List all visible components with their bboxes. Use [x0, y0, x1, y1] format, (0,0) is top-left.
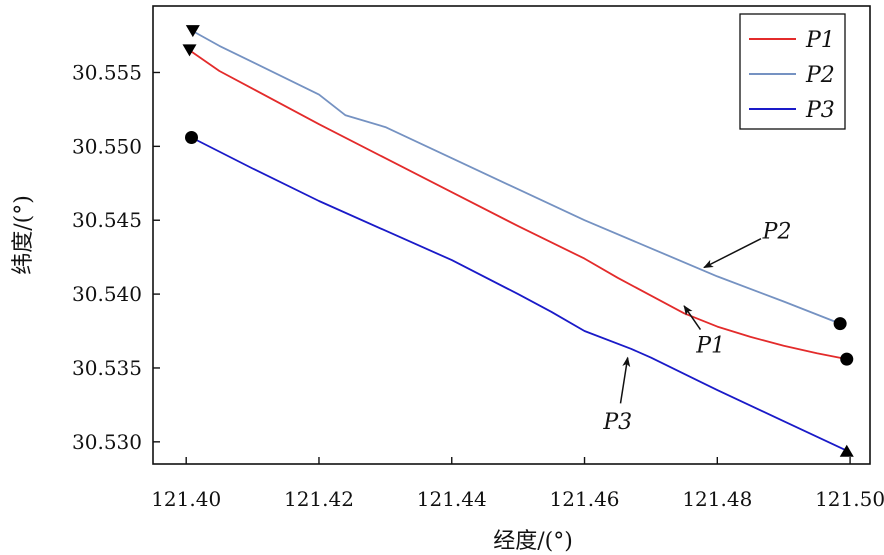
- series-line-p3: [191, 136, 848, 452]
- legend: P1 P2 P3: [739, 13, 846, 130]
- legend-label-p3: P3: [805, 98, 835, 123]
- annotation-arrow: [703, 238, 762, 269]
- annotation-layer: P2 P1 P3: [602, 220, 791, 436]
- series-3-point-marker: [185, 130, 199, 144]
- y-tick-label: 30.540: [72, 282, 142, 306]
- x-tick-label: 121.40: [151, 487, 221, 511]
- series-line-p1: [188, 49, 847, 360]
- annotation-arrow: [683, 305, 702, 330]
- x-tick-label: 121.42: [284, 487, 354, 511]
- x-tick-label: 121.50: [815, 487, 884, 511]
- annotation-arrow: [619, 356, 631, 404]
- y-tick-label: 30.545: [72, 208, 142, 232]
- y-tick-label: 30.555: [72, 60, 142, 84]
- x-axis-ticks: 121.40 121.42 121.44 121.46 121.48 121.50: [151, 457, 884, 511]
- legend-label-p1: P1: [805, 28, 835, 53]
- series-2-point-marker: [833, 317, 847, 331]
- y-tick-label: 30.550: [72, 134, 142, 158]
- series-3-point-marker: [839, 444, 854, 457]
- y-axis-label: 纬度/(°): [11, 195, 36, 275]
- x-tick-label: 121.44: [417, 487, 487, 511]
- series-layer: [188, 30, 848, 452]
- x-axis-label: 经度/(°): [493, 529, 573, 554]
- x-tick-label: 121.48: [682, 487, 752, 511]
- annotation-label: P1: [695, 333, 725, 358]
- plot-frame: [152, 5, 871, 465]
- series-2-point-marker: [185, 25, 200, 38]
- series-1-point-marker: [840, 352, 854, 366]
- y-axis-ticks: 30.530 30.535 30.540 30.545 30.550 30.555: [72, 60, 160, 454]
- annotation-label: P2: [762, 220, 792, 245]
- annotation-label: P3: [602, 410, 632, 435]
- x-tick-label: 121.46: [550, 487, 620, 511]
- marker-layer: [182, 25, 854, 457]
- series-1-point-marker: [182, 44, 197, 57]
- series-line-p2: [192, 30, 841, 325]
- y-tick-label: 30.535: [72, 356, 142, 380]
- y-tick-label: 30.530: [72, 430, 142, 454]
- legend-label-p2: P2: [805, 63, 835, 88]
